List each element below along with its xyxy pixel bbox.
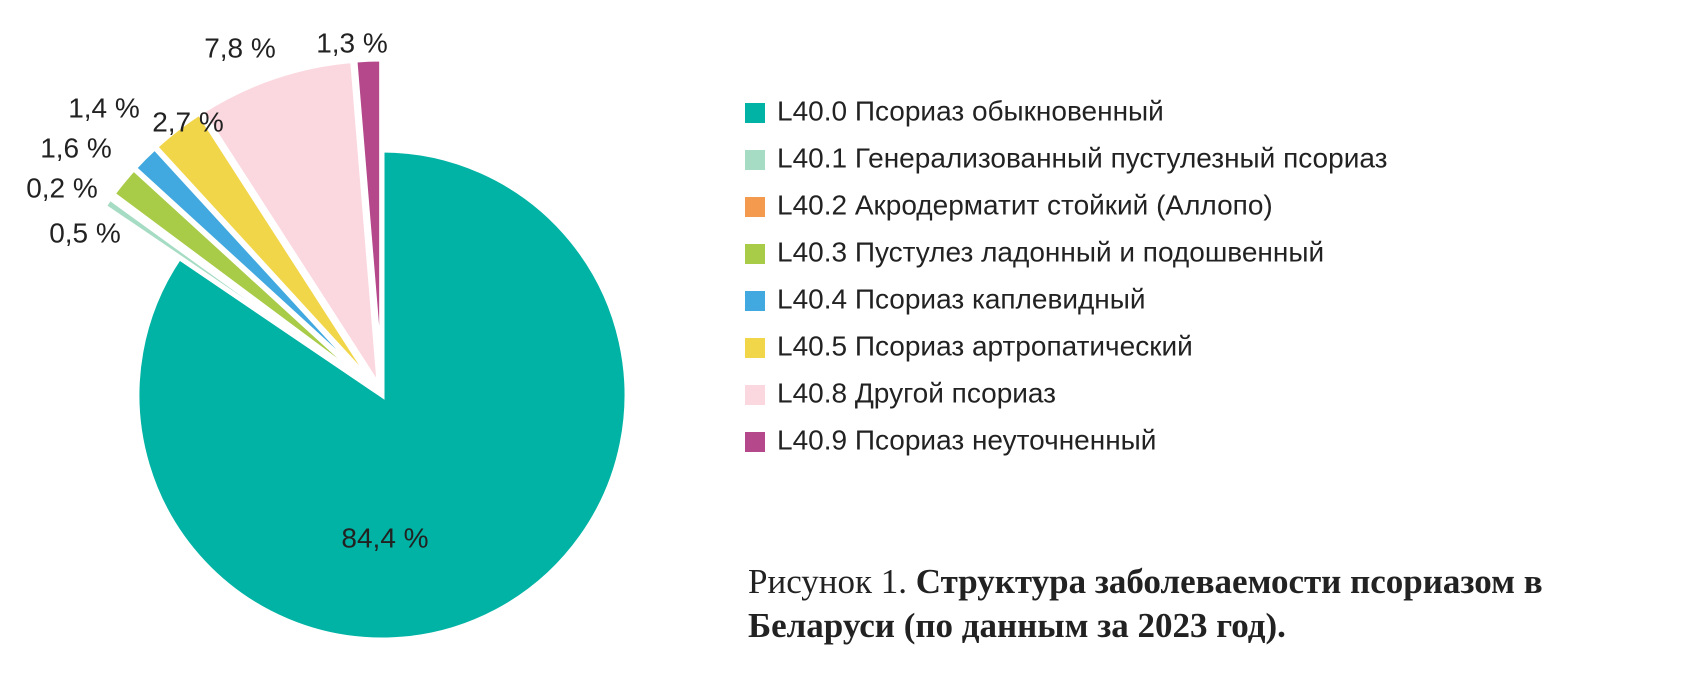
pie-slice bbox=[198, 57, 382, 389]
value-label: 1,3 % bbox=[316, 27, 388, 58]
legend-label: L40.8 Другой псориаз bbox=[777, 377, 1056, 408]
legend-swatch bbox=[745, 103, 765, 123]
pie-slice bbox=[151, 109, 380, 391]
legend-label: L40.3 Пустулез ладонный и подошвенный bbox=[777, 236, 1324, 267]
legend-swatch bbox=[745, 291, 765, 311]
legend-swatch bbox=[745, 338, 765, 358]
legend-label: L40.5 Псориаз артропатический bbox=[777, 330, 1193, 361]
legend-swatch bbox=[745, 432, 765, 452]
value-label: 84,4 % bbox=[341, 522, 428, 553]
legend-swatch bbox=[745, 244, 765, 264]
legend-swatch bbox=[745, 150, 765, 170]
value-label: 1,6 % bbox=[40, 132, 112, 163]
value-label: 0,2 % bbox=[26, 172, 98, 203]
caption: Рисунок 1. Структура заболеваемости псор… bbox=[748, 560, 1668, 648]
value-label: 2,7 % bbox=[152, 106, 224, 137]
legend-label: L40.1 Генерализованный пустулезный псори… bbox=[777, 142, 1387, 173]
legend-label: L40.4 Псориаз каплевидный bbox=[777, 283, 1146, 314]
caption-label: Рисунок 1. bbox=[748, 562, 908, 601]
legend-swatch bbox=[745, 385, 765, 405]
caption-text: Структура заболеваемости псориазом в Бел… bbox=[748, 562, 1543, 645]
pie-slice bbox=[352, 56, 385, 388]
value-label: 7,8 % bbox=[204, 32, 276, 63]
legend-label: L40.2 Акродерматит стойкий (Аллопо) bbox=[777, 189, 1273, 220]
pie-slice bbox=[134, 147, 630, 643]
legend-swatch bbox=[745, 197, 765, 217]
legend-label: L40.9 Псориаз неуточненный bbox=[777, 424, 1156, 455]
legend-label: L40.0 Псориаз обыкновенный bbox=[777, 95, 1164, 126]
value-label: 1,4 % bbox=[68, 92, 140, 123]
value-label: 0,5 % bbox=[49, 217, 121, 248]
